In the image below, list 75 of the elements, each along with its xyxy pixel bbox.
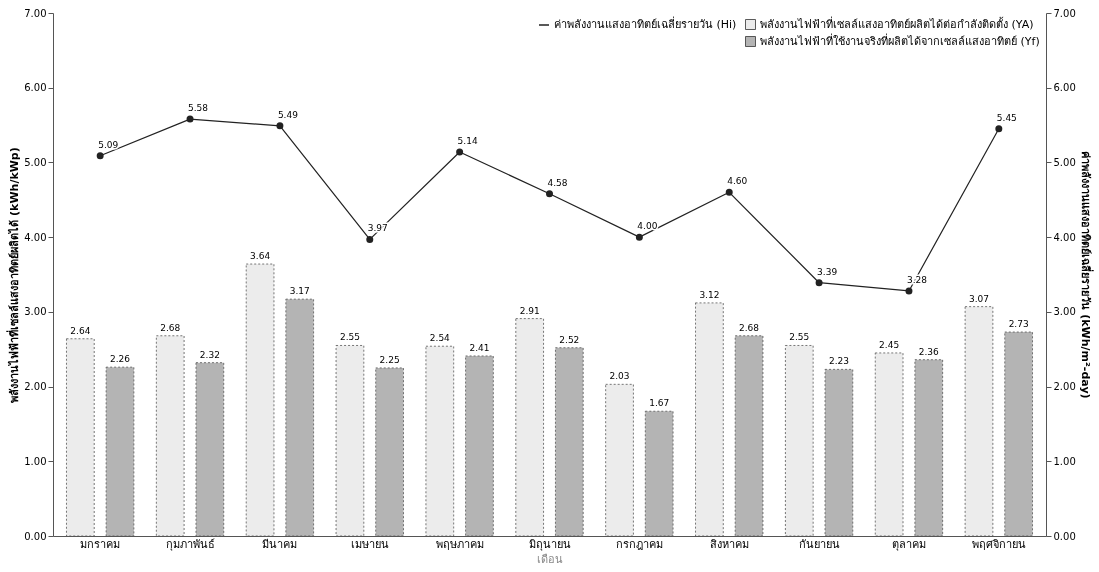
x-tick-label: พฤษภาคม (435, 537, 484, 551)
y-tick-label: 0.00 (24, 530, 47, 542)
data-label: 2.26 (109, 354, 131, 365)
data-label: 3.12 (699, 289, 720, 300)
data-label: 4.00 (637, 221, 658, 232)
point (546, 190, 553, 198)
data-label: 2.68 (739, 322, 760, 333)
data-label: 1.67 (649, 398, 670, 409)
x-tick-label: พฤศจิกายน (971, 537, 1026, 551)
y2-tick-label: 5.00 (1053, 156, 1076, 168)
x-tick-label: ตุลาคม (891, 537, 926, 551)
y-tick-label: 5.00 (24, 156, 47, 168)
legend-label: ค่าพลังงานแสงอาทิตย์เฉลี่ยรายวัน (Hi) (554, 16, 737, 31)
y-tick-label: 7.00 (24, 7, 47, 19)
point (186, 115, 194, 123)
y-tick-label: 3.00 (24, 306, 47, 318)
data-label: 2.55 (339, 332, 360, 343)
data-label: 5.45 (996, 112, 1017, 123)
data-label: 2.41 (469, 342, 490, 353)
data-label: 4.58 (547, 177, 568, 188)
data-label: 2.91 (519, 305, 540, 316)
data-label: 5.14 (457, 135, 478, 146)
x-tick-label: กันยายน (798, 537, 840, 551)
y-axis-title: พลังงานไฟฟ้าที่เซลล์แสงอาทิตย์ผลิตได้ (kWh/kWp) (6, 147, 22, 403)
point (96, 152, 104, 160)
data-label: 2.52 (559, 334, 580, 345)
data-label: 2.64 (70, 325, 91, 336)
y-tick-label: 1.00 (24, 455, 47, 467)
data-label: 5.09 (98, 139, 119, 150)
x-tick-label: กรกฎาคม (615, 537, 663, 551)
point (725, 188, 733, 196)
data-label: 2.23 (828, 356, 849, 367)
y-tick-label: 2.00 (24, 381, 47, 393)
y-tick-label: 6.00 (24, 82, 47, 94)
y2-axis-title: ค่าพลังงานแสงอาทิตย์เฉลี่ยรายวัน (kWh/m²-day) (1078, 151, 1094, 399)
data-label: 5.58 (188, 103, 209, 114)
data-label: 5.49 (277, 109, 299, 120)
y-tick-label: 4.00 (24, 231, 47, 243)
data-label: 2.54 (429, 333, 451, 344)
data-label: 3.39 (817, 266, 838, 277)
legend-label: พลังงานไฟฟ้าที่เซลล์แสงอาทิตย์ผลิตได้ต่อกำลังติดตั้ง (YA) (760, 15, 1034, 31)
data-label: 2.03 (609, 371, 630, 382)
point (815, 279, 823, 287)
x-tick-label: มีนาคม (262, 537, 298, 551)
y2-tick-label: 6.00 (1053, 82, 1076, 94)
y2-tick-label: 2.00 (1053, 381, 1076, 393)
data-label: 3.17 (289, 286, 310, 297)
x-axis-title: เดือน (537, 552, 563, 566)
y2-tick-label: 1.00 (1053, 455, 1076, 467)
data-label: 2.36 (918, 346, 940, 357)
x-tick-label: มิถุนายน (528, 537, 571, 551)
point (995, 125, 1003, 133)
point (456, 148, 464, 156)
y2-tick-label: 0.00 (1053, 530, 1076, 542)
y2-tick-label: 7.00 (1053, 7, 1076, 19)
data-label: 2.55 (789, 332, 810, 343)
y2-tick-label: 4.00 (1053, 231, 1076, 243)
data-label: 3.64 (250, 251, 271, 262)
data-label: 2.68 (160, 322, 181, 333)
data-label: 3.07 (968, 293, 990, 304)
point (366, 235, 374, 243)
data-label: 2.73 (1008, 319, 1029, 330)
point (635, 233, 643, 241)
x-tick-label: กุมภาพันธ์ (165, 537, 215, 551)
point (276, 122, 284, 130)
data-label: 4.60 (727, 176, 748, 187)
x-tick-label: สิงหาคม (709, 537, 749, 551)
y2-tick-label: 3.00 (1053, 306, 1076, 318)
point (905, 287, 913, 295)
data-label: 2.25 (379, 354, 400, 365)
x-tick-label: มกราคม (80, 537, 121, 551)
x-tick-label: เมษายน (350, 537, 389, 551)
data-label: 2.32 (199, 349, 220, 360)
data-label: 2.45 (879, 339, 900, 350)
legend-label: พลังงานไฟฟ้าที่ใช้งานจริงที่ผลิตได้จากเซลล์แสงอาทิตย์ (Yf) (760, 32, 1040, 48)
